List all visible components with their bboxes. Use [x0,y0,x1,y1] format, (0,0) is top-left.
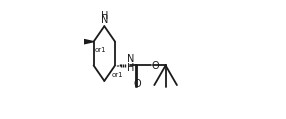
Text: N: N [127,54,134,64]
Polygon shape [84,40,94,44]
Text: H: H [127,63,134,73]
Text: N: N [101,15,108,25]
Text: or1: or1 [112,72,123,78]
Text: H: H [101,11,108,21]
Text: O: O [151,61,159,71]
Text: or1: or1 [94,47,106,53]
Text: O: O [133,79,141,89]
